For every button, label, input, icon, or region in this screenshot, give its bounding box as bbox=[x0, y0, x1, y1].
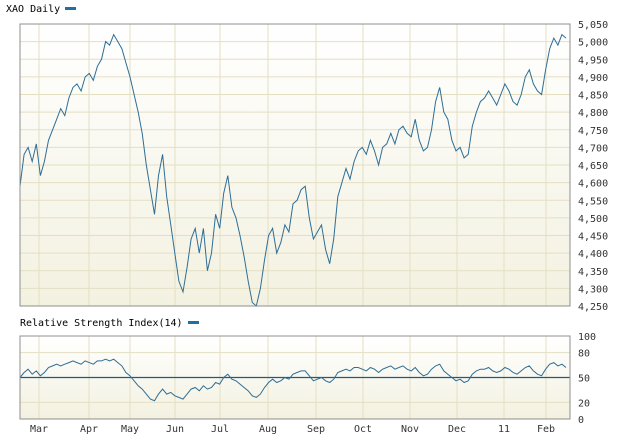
x-tick-label: Aug bbox=[259, 424, 277, 435]
x-tick-label: Oct bbox=[354, 424, 372, 435]
x-tick-label: Feb bbox=[537, 424, 555, 435]
price-y-tick-label: 4,350 bbox=[578, 267, 608, 278]
rsi-legend-swatch bbox=[187, 320, 199, 324]
price-chart-title: XAO Daily bbox=[6, 4, 77, 15]
rsi-y-tick-label: 50 bbox=[578, 374, 590, 385]
price-y-tick-label: 4,850 bbox=[578, 91, 608, 102]
rsi-y-tick-label: 100 bbox=[578, 332, 596, 343]
price-y-tick-label: 5,050 bbox=[578, 20, 608, 31]
price-y-tick-label: 5,000 bbox=[578, 38, 608, 49]
price-panel-frame bbox=[19, 23, 571, 307]
price-y-tick-label: 4,300 bbox=[578, 284, 608, 295]
price-y-tick-label: 4,250 bbox=[578, 302, 608, 313]
price-grid bbox=[20, 23, 570, 307]
price-y-tick-label: 4,400 bbox=[578, 249, 608, 260]
x-axis: Mar Apr May Jun Jul Aug Sep Oct Nov Dec 11 Feb bbox=[30, 424, 555, 435]
rsi-y-tick-label: 20 bbox=[578, 398, 590, 409]
x-tick-label: Mar bbox=[30, 424, 48, 435]
rsi-series-line bbox=[19, 358, 567, 402]
rsi-y-axis: 100 80 50 20 0 bbox=[578, 332, 596, 426]
price-y-tick-label: 4,750 bbox=[578, 126, 608, 137]
rsi-y-tick-label: 0 bbox=[578, 415, 584, 426]
x-tick-label: Apr bbox=[80, 424, 98, 435]
price-y-tick-label: 4,450 bbox=[578, 232, 608, 243]
price-y-tick-label: 4,800 bbox=[578, 108, 608, 119]
x-tick-label: Jul bbox=[211, 424, 229, 435]
price-y-tick-label: 4,500 bbox=[578, 214, 608, 225]
rsi-panel-frame bbox=[19, 335, 571, 420]
price-y-tick-label: 4,600 bbox=[578, 179, 608, 190]
x-tick-label: Sep bbox=[307, 424, 325, 435]
x-tick-label: Jun bbox=[166, 424, 184, 435]
price-y-tick-label: 4,650 bbox=[578, 161, 608, 172]
x-tick-label: Dec bbox=[448, 424, 466, 435]
price-y-axis: 5,050 5,000 4,950 4,900 4,850 4,800 4,750 4,700… bbox=[578, 20, 608, 313]
price-legend-swatch bbox=[65, 6, 77, 10]
price-y-tick-label: 4,700 bbox=[578, 143, 608, 154]
rsi-chart-title: Relative Strength Index(14) bbox=[20, 318, 199, 329]
price-y-tick-label: 4,550 bbox=[578, 196, 608, 207]
x-tick-label: May bbox=[121, 424, 139, 435]
rsi-y-tick-label: 80 bbox=[578, 349, 590, 360]
x-tick-label: 11 bbox=[498, 424, 510, 435]
price-y-tick-label: 4,900 bbox=[578, 73, 608, 84]
price-y-tick-label: 4,950 bbox=[578, 55, 608, 66]
x-tick-label: Nov bbox=[401, 424, 419, 435]
price-series-line bbox=[19, 33, 567, 307]
